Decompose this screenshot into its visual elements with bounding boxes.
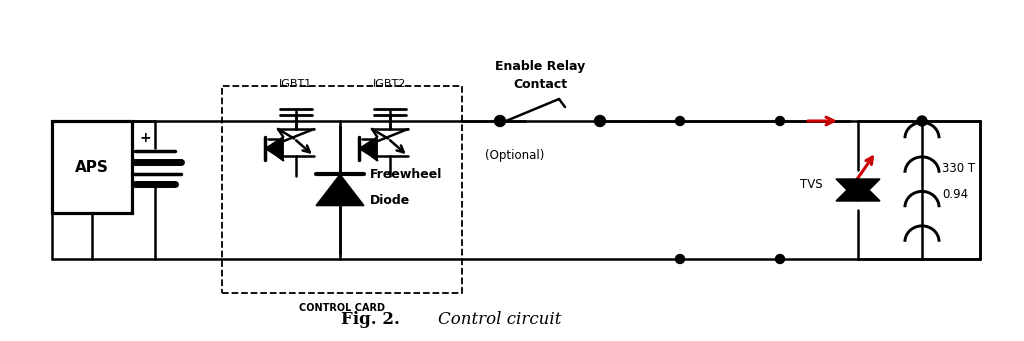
Text: CONTROL CARD: CONTROL CARD: [299, 303, 385, 313]
Text: Contact: Contact: [513, 78, 567, 91]
Circle shape: [495, 116, 506, 127]
Bar: [52, 121, 132, 213]
Circle shape: [775, 117, 784, 125]
Polygon shape: [265, 137, 284, 160]
Circle shape: [676, 117, 684, 125]
Text: Freewheel: Freewheel: [370, 168, 442, 181]
Text: Control circuit: Control circuit: [438, 311, 562, 327]
Text: (Optional): (Optional): [485, 149, 545, 162]
Polygon shape: [316, 174, 364, 206]
Polygon shape: [359, 137, 377, 160]
Polygon shape: [836, 179, 880, 201]
Text: Diode: Diode: [370, 193, 411, 207]
Circle shape: [676, 254, 684, 264]
Circle shape: [595, 116, 605, 127]
Text: TVS: TVS: [801, 178, 823, 192]
Bar: [222, 86, 462, 293]
Text: 0.94: 0.94: [942, 189, 968, 202]
Text: IGBT1: IGBT1: [280, 79, 312, 89]
Circle shape: [918, 116, 927, 126]
Circle shape: [775, 254, 784, 264]
Text: IGBT2: IGBT2: [374, 79, 407, 89]
Text: Fig. 2.: Fig. 2.: [341, 311, 399, 327]
Text: 330 T: 330 T: [942, 162, 975, 175]
Polygon shape: [836, 179, 880, 201]
Text: Enable Relay: Enable Relay: [495, 60, 585, 73]
Text: +: +: [139, 131, 151, 145]
Text: APS: APS: [75, 160, 109, 175]
